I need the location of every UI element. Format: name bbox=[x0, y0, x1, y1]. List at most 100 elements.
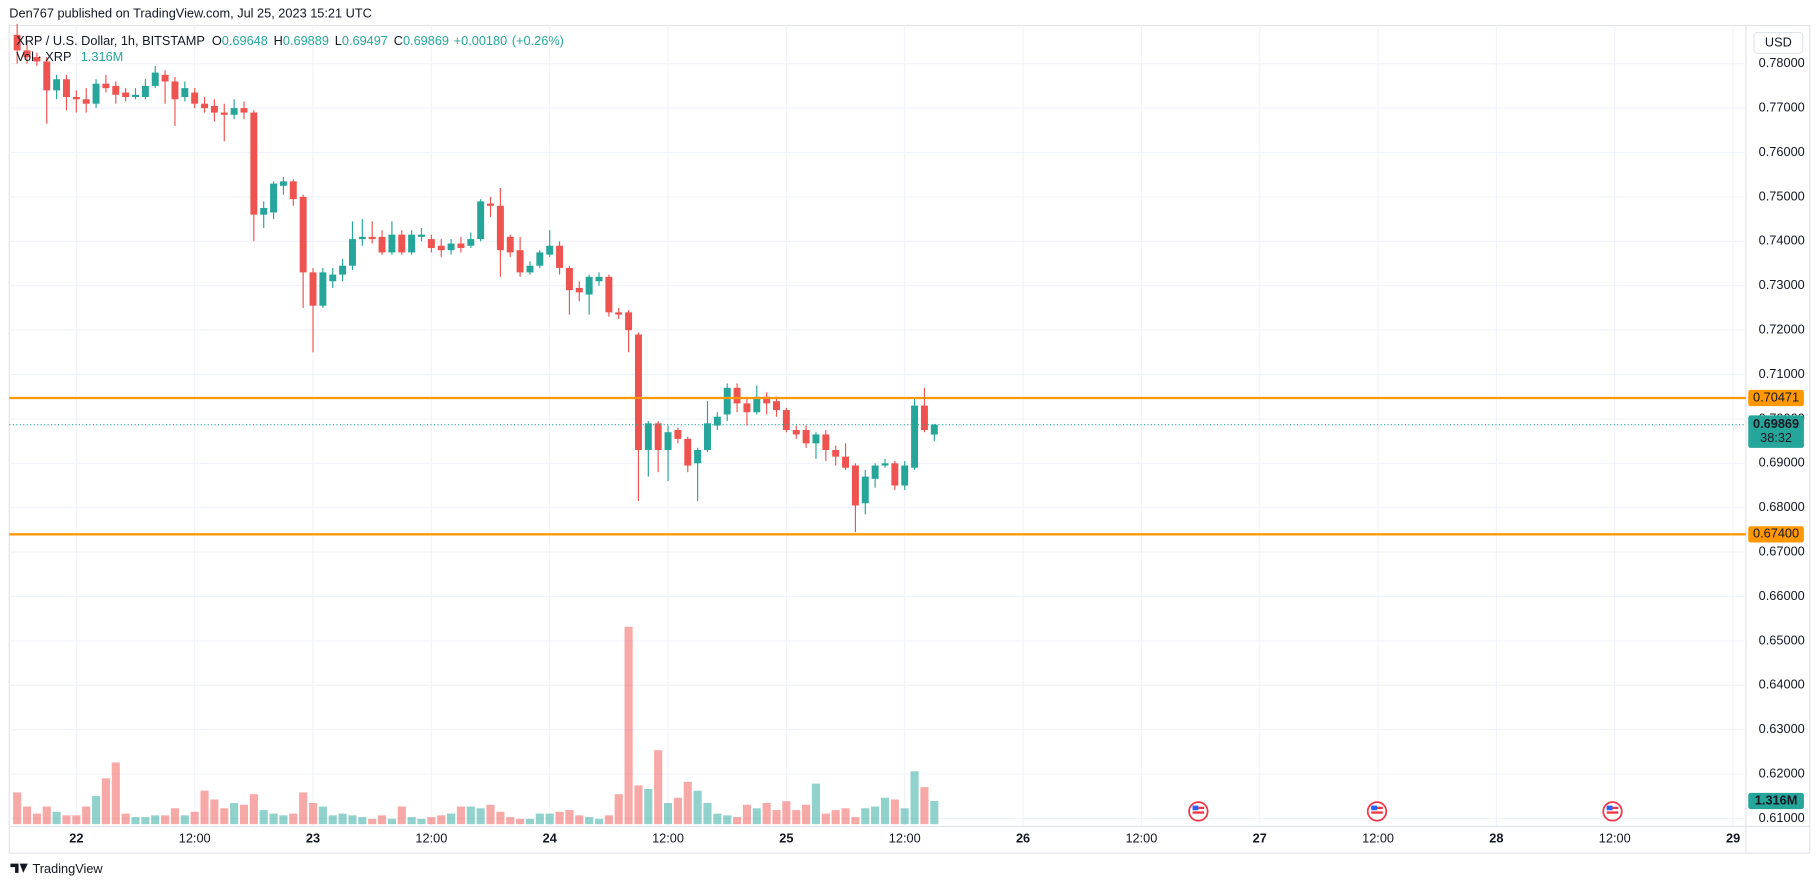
countdown: 38:32 bbox=[1760, 430, 1792, 445]
logo-mark bbox=[10, 863, 28, 873]
candle-body bbox=[516, 250, 524, 273]
candle-body bbox=[832, 449, 840, 457]
y-tick-label: 0.64000 bbox=[1759, 677, 1805, 692]
candle-body bbox=[43, 61, 51, 91]
volume-bar bbox=[920, 787, 929, 825]
candle-body bbox=[23, 50, 31, 58]
volume-bar bbox=[476, 808, 485, 825]
y-tick-label: 0.63000 bbox=[1759, 721, 1805, 736]
volume-bar bbox=[811, 783, 821, 825]
candle-body bbox=[763, 396, 771, 404]
y-tick-label: 0.61000 bbox=[1759, 810, 1805, 825]
volume-bar bbox=[141, 817, 150, 825]
candle-body bbox=[911, 405, 919, 468]
volume-bar bbox=[22, 806, 32, 825]
volume-bar bbox=[328, 815, 337, 825]
event-flag[interactable] bbox=[1188, 801, 1209, 822]
ohlc-key: H bbox=[274, 33, 283, 48]
candle-body bbox=[201, 103, 209, 109]
ohlc-key: L bbox=[335, 33, 342, 48]
volume-bar bbox=[614, 794, 623, 825]
candle-body bbox=[270, 183, 278, 213]
ohlc-key: C bbox=[394, 33, 403, 48]
candle-body bbox=[289, 181, 297, 200]
volume-label-box bbox=[1748, 792, 1804, 810]
candle-body bbox=[309, 272, 317, 306]
volume-bar bbox=[604, 815, 613, 825]
volume-bar bbox=[851, 817, 860, 825]
candle-body bbox=[506, 236, 514, 253]
candle-body bbox=[704, 423, 711, 450]
volume-bar bbox=[358, 817, 367, 825]
volume-bar bbox=[752, 808, 761, 825]
candle-body bbox=[861, 476, 869, 504]
y-tick-label: 0.65000 bbox=[1759, 632, 1805, 647]
volume-bar bbox=[585, 817, 594, 825]
volume-bar bbox=[792, 810, 801, 825]
publish-header: Den767 published on TradingView.com, Jul… bbox=[9, 5, 372, 20]
chart-frame bbox=[8, 24, 1811, 854]
currency-box[interactable] bbox=[1753, 31, 1804, 54]
candle-body bbox=[151, 72, 159, 86]
x-tick-label: 27 bbox=[1253, 831, 1267, 846]
x-tick-label: 12:00 bbox=[1125, 831, 1157, 846]
candle-body bbox=[427, 239, 435, 248]
candle-body bbox=[615, 312, 623, 315]
volume-value: 1.316M bbox=[81, 49, 124, 64]
candle-body bbox=[871, 465, 879, 479]
volume-bar bbox=[663, 803, 673, 825]
candle-body bbox=[625, 312, 633, 331]
event-flag[interactable] bbox=[1602, 801, 1623, 822]
volume-bar bbox=[861, 808, 870, 825]
candle-body bbox=[487, 203, 495, 206]
candle-body bbox=[723, 387, 731, 415]
x-tick-label: 12:00 bbox=[1362, 831, 1394, 846]
volume-bar bbox=[733, 817, 742, 825]
volume-bar bbox=[52, 811, 61, 825]
volume-bar bbox=[190, 811, 199, 825]
x-tick-label: 24 bbox=[543, 831, 558, 846]
change: +0.00180 bbox=[454, 33, 508, 48]
candle-body bbox=[694, 449, 702, 464]
candle-body bbox=[161, 74, 169, 82]
volume-bar bbox=[220, 808, 229, 825]
candle-body bbox=[891, 463, 899, 486]
volume-bar bbox=[456, 806, 466, 825]
y-tick-label: 0.78000 bbox=[1759, 55, 1805, 70]
volume-bar bbox=[289, 813, 298, 825]
candle-body bbox=[72, 97, 80, 100]
candle-body bbox=[240, 108, 248, 113]
volume-bar bbox=[62, 815, 71, 825]
volume-bar bbox=[447, 813, 456, 825]
x-tick-label: 25 bbox=[779, 831, 793, 846]
volume-bar bbox=[565, 810, 574, 825]
candle-body bbox=[526, 265, 534, 273]
candle-body bbox=[13, 34, 21, 51]
volume-bar bbox=[831, 810, 840, 825]
volume-bar bbox=[151, 815, 160, 825]
footer-brand: TradingView bbox=[32, 861, 103, 876]
volume-bar bbox=[299, 792, 308, 825]
symbol: XRP / U.S. Dollar, 1h, BITSTAMP bbox=[16, 33, 205, 48]
volume-bar bbox=[210, 799, 219, 825]
volume-bar bbox=[101, 778, 110, 825]
volume-bar bbox=[230, 803, 239, 825]
candle-body bbox=[674, 430, 682, 439]
candle-body bbox=[595, 276, 603, 282]
candle-body bbox=[565, 267, 573, 291]
candle-body bbox=[634, 334, 642, 450]
candle-body bbox=[713, 416, 721, 426]
candle-body bbox=[654, 423, 662, 450]
volume-bar bbox=[427, 817, 436, 825]
volume-bar bbox=[377, 815, 387, 825]
ohlc-value: 0.69497 bbox=[342, 33, 388, 48]
candle-body bbox=[132, 94, 139, 98]
candle-body bbox=[447, 243, 455, 251]
candle-body bbox=[62, 79, 70, 98]
event-flag[interactable] bbox=[1366, 801, 1388, 822]
candle-body bbox=[842, 456, 850, 468]
x-tick-label: 12:00 bbox=[415, 831, 447, 846]
volume-bar bbox=[910, 771, 919, 825]
